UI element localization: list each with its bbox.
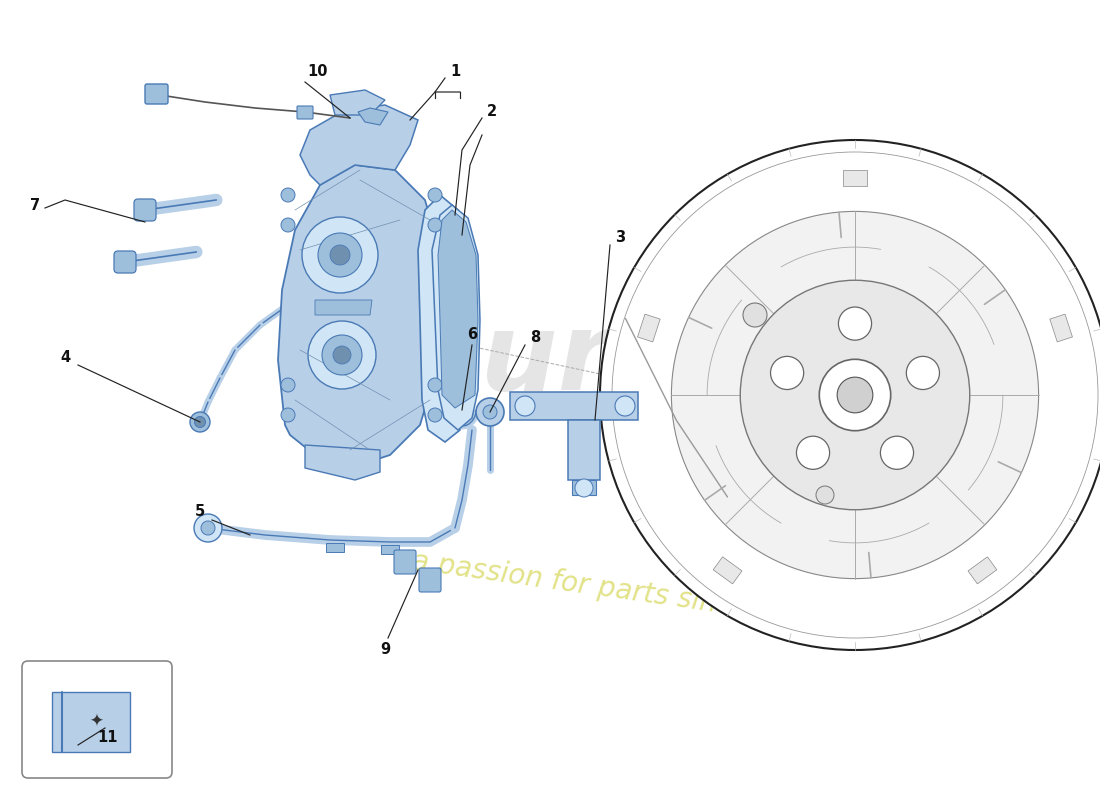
Bar [1049,314,1072,342]
Bar [381,545,399,554]
Text: 10: 10 [308,65,328,79]
Text: 11: 11 [98,730,119,746]
Circle shape [428,218,442,232]
Circle shape [322,335,362,375]
Text: 6: 6 [466,327,477,342]
Polygon shape [572,480,596,495]
Circle shape [302,217,378,293]
Circle shape [428,378,442,392]
Circle shape [195,417,206,427]
Bar [326,543,344,552]
Circle shape [600,140,1100,650]
Text: 9: 9 [379,642,390,658]
Polygon shape [305,445,380,480]
Circle shape [476,398,504,426]
FancyBboxPatch shape [145,84,168,104]
Text: 5: 5 [195,505,205,519]
Text: 4: 4 [59,350,70,366]
Polygon shape [568,420,600,480]
Polygon shape [438,210,478,408]
Polygon shape [52,692,130,752]
Text: 2: 2 [487,105,497,119]
Text: 7: 7 [30,198,40,213]
Circle shape [280,188,295,202]
Circle shape [671,211,1038,578]
Polygon shape [300,105,418,185]
Circle shape [280,378,295,392]
Text: 3: 3 [615,230,625,246]
Circle shape [318,233,362,277]
Text: 1: 1 [450,65,460,79]
Polygon shape [418,195,470,442]
Text: 8: 8 [530,330,540,346]
Circle shape [770,356,804,390]
Polygon shape [278,165,440,468]
Circle shape [742,303,767,327]
FancyBboxPatch shape [114,251,136,273]
Circle shape [880,436,913,470]
Circle shape [280,218,295,232]
Circle shape [816,486,834,504]
Text: eurospares: eurospares [407,307,1092,413]
Circle shape [615,396,635,416]
Bar [638,314,660,342]
Circle shape [201,521,214,535]
FancyBboxPatch shape [297,106,313,119]
Circle shape [838,307,871,340]
Circle shape [330,245,350,265]
Bar [968,557,997,584]
Bar [713,557,743,584]
Polygon shape [330,90,385,115]
Circle shape [837,377,873,413]
Circle shape [515,396,535,416]
Circle shape [308,321,376,389]
Polygon shape [358,108,388,125]
Circle shape [740,280,970,510]
FancyBboxPatch shape [394,550,416,574]
Bar [843,170,867,186]
Circle shape [280,408,295,422]
FancyBboxPatch shape [134,199,156,221]
Circle shape [190,412,210,432]
Polygon shape [315,300,372,315]
Polygon shape [510,392,638,420]
Circle shape [333,346,351,364]
FancyBboxPatch shape [419,568,441,592]
Text: ✦: ✦ [89,713,103,731]
Circle shape [428,408,442,422]
FancyBboxPatch shape [22,661,172,778]
Text: a passion for parts since 1985: a passion for parts since 1985 [410,547,829,633]
Circle shape [906,356,939,390]
Circle shape [483,405,497,419]
Polygon shape [432,205,480,430]
Circle shape [428,188,442,202]
Circle shape [796,436,829,470]
Circle shape [194,514,222,542]
Circle shape [575,479,593,497]
Circle shape [820,359,891,430]
